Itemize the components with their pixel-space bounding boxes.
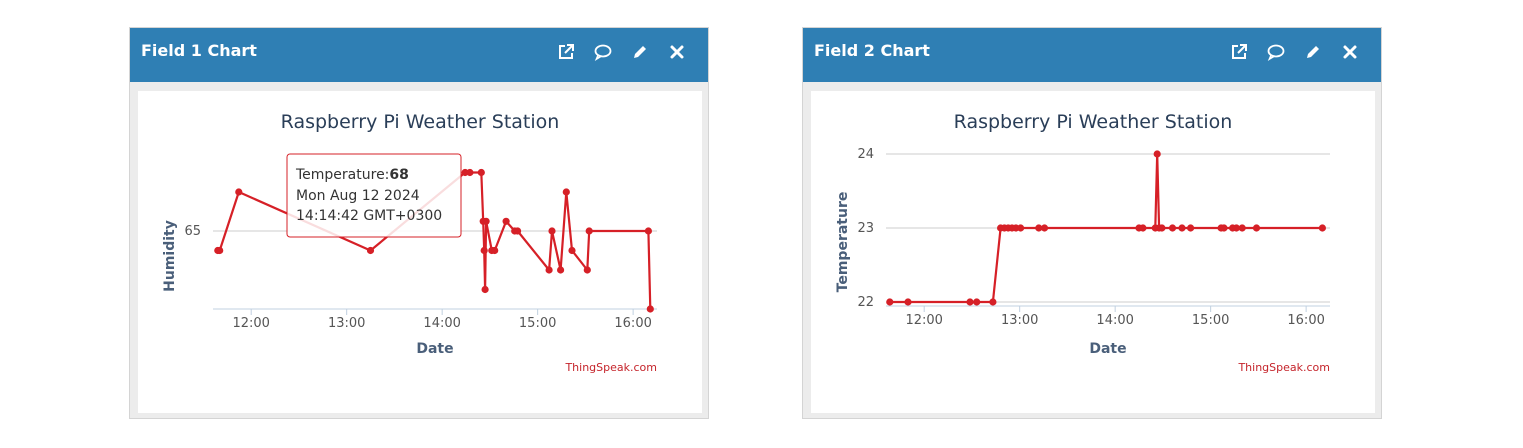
data-point[interactable] (1139, 224, 1147, 232)
data-point[interactable] (1158, 224, 1166, 232)
data-point[interactable] (1168, 224, 1177, 232)
thingspeak-credit[interactable]: ThingSpeak.com (1237, 361, 1330, 374)
data-point[interactable] (491, 246, 499, 255)
x-tick-label: 12:00 (232, 316, 269, 331)
y-tick-label: 65 (184, 224, 201, 239)
data-point[interactable] (1035, 224, 1043, 232)
x-tick-label: 15:00 (519, 316, 556, 331)
header-icons (557, 43, 686, 61)
tooltip-line-1: Temperature:68 (295, 167, 409, 183)
data-point[interactable] (989, 298, 997, 306)
thingspeak-credit[interactable]: ThingSpeak.com (564, 361, 657, 374)
data-point[interactable] (548, 227, 556, 235)
x-tick-label: 13:00 (328, 316, 365, 331)
data-point[interactable] (557, 266, 565, 274)
data-point[interactable] (366, 246, 375, 255)
data-point[interactable] (481, 285, 489, 294)
x-tick-label: 16:00 (1287, 313, 1324, 328)
data-point[interactable] (1187, 224, 1195, 232)
data-point[interactable] (973, 298, 981, 306)
data-point[interactable] (1178, 224, 1186, 232)
data-point[interactable] (1040, 224, 1049, 232)
data-point[interactable] (502, 217, 510, 225)
field-1-chart-widget: Field 1 Chart Raspberry Pi Weather Stati… (129, 27, 709, 419)
data-point[interactable] (1252, 224, 1261, 232)
tooltip-time: 14:14:42 GMT+0300 (296, 208, 442, 224)
comment-icon[interactable] (1267, 43, 1285, 61)
y-tick-label: 24 (857, 147, 874, 162)
widget-title: Field 1 Chart (141, 41, 257, 60)
data-tooltip: Temperature:68 Mon Aug 12 2024 14:14:42 … (286, 153, 462, 238)
widget-header: Field 1 Chart (130, 28, 708, 82)
widget-header: Field 2 Chart (803, 28, 1381, 82)
x-tick-label: 16:00 (614, 316, 651, 331)
header-icons (1230, 43, 1359, 61)
data-point[interactable] (1153, 150, 1161, 158)
widget-title: Field 2 Chart (814, 41, 930, 60)
data-point[interactable] (545, 266, 553, 274)
data-point[interactable] (1238, 224, 1246, 232)
chart-title: Raspberry Pi Weather Station (281, 111, 560, 133)
x-tick-label: 14:00 (423, 316, 460, 331)
data-point[interactable] (562, 188, 570, 196)
tooltip-date: Mon Aug 12 2024 (296, 188, 420, 204)
data-point[interactable] (466, 168, 474, 177)
data-point[interactable] (644, 227, 652, 235)
x-tick-label: 15:00 (1192, 313, 1229, 328)
chart-title: Raspberry Pi Weather Station (954, 111, 1233, 133)
y-tick-label: 23 (857, 221, 874, 236)
data-point[interactable] (966, 298, 974, 306)
data-point[interactable] (1017, 224, 1025, 232)
data-point[interactable] (235, 188, 243, 196)
y-axis-label: Temperature (835, 192, 851, 293)
data-point[interactable] (480, 246, 488, 255)
data-point[interactable] (583, 266, 591, 274)
chart-area: Raspberry Pi Weather Station Humidity Da… (138, 91, 702, 413)
x-tick-label: 14:00 (1096, 313, 1133, 328)
data-point[interactable] (477, 168, 485, 177)
close-icon[interactable] (1341, 43, 1359, 61)
comment-icon[interactable] (594, 43, 612, 61)
tooltip-value: 68 (389, 167, 408, 183)
data-point[interactable] (216, 246, 224, 255)
data-point[interactable] (904, 298, 912, 306)
x-axis-label: Date (1089, 341, 1126, 357)
close-icon[interactable] (668, 43, 686, 61)
data-point[interactable] (482, 217, 490, 225)
y-tick-label: 22 (857, 295, 874, 310)
tooltip-series-prefix: Temperature: (295, 167, 389, 183)
data-point[interactable] (1318, 224, 1326, 232)
x-axis-label: Date (416, 341, 453, 357)
external-link-icon[interactable] (557, 43, 575, 61)
data-point[interactable] (1220, 224, 1228, 232)
humidity-line-chart: Raspberry Pi Weather Station Humidity Da… (162, 111, 657, 374)
pencil-icon[interactable] (631, 43, 649, 61)
data-point[interactable] (514, 227, 522, 235)
external-link-icon[interactable] (1230, 43, 1248, 61)
data-point[interactable] (1232, 224, 1240, 232)
chart-area: Raspberry Pi Weather Station Temperature… (811, 91, 1375, 413)
data-point[interactable] (886, 298, 894, 306)
x-tick-label: 13:00 (1001, 313, 1038, 328)
field-2-chart-widget: Field 2 Chart Raspberry Pi Weather Stati… (802, 27, 1382, 419)
x-tick-label: 12:00 (905, 313, 942, 328)
data-point[interactable] (646, 305, 654, 313)
temperature-line-chart: Raspberry Pi Weather Station Temperature… (835, 111, 1330, 374)
data-point[interactable] (568, 246, 576, 255)
data-point[interactable] (585, 227, 593, 235)
y-axis-label: Humidity (162, 220, 178, 292)
pencil-icon[interactable] (1304, 43, 1322, 61)
tooltip-box (286, 153, 462, 238)
